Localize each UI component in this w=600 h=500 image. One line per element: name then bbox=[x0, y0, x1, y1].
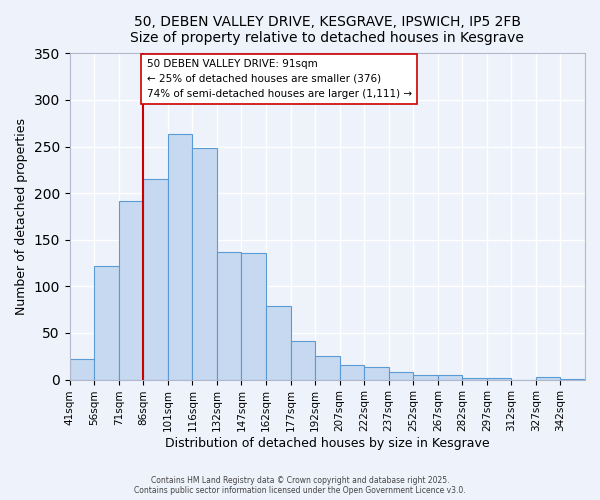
Bar bbox=[438, 375, 462, 380]
Bar bbox=[389, 372, 413, 380]
Bar bbox=[193, 148, 217, 380]
Bar bbox=[168, 134, 193, 380]
Bar bbox=[413, 375, 438, 380]
Bar bbox=[487, 378, 511, 380]
Title: 50, DEBEN VALLEY DRIVE, KESGRAVE, IPSWICH, IP5 2FB
Size of property relative to : 50, DEBEN VALLEY DRIVE, KESGRAVE, IPSWIC… bbox=[130, 15, 524, 45]
Bar bbox=[315, 356, 340, 380]
Bar bbox=[241, 253, 266, 380]
Bar bbox=[290, 342, 315, 380]
Bar bbox=[143, 179, 168, 380]
Bar bbox=[536, 377, 560, 380]
Bar bbox=[560, 378, 585, 380]
Bar bbox=[217, 252, 241, 380]
Bar bbox=[94, 266, 119, 380]
Bar bbox=[266, 306, 290, 380]
Y-axis label: Number of detached properties: Number of detached properties bbox=[15, 118, 28, 315]
Bar bbox=[119, 200, 143, 380]
Bar bbox=[70, 359, 94, 380]
Bar bbox=[462, 378, 487, 380]
Bar bbox=[364, 368, 389, 380]
Text: Contains HM Land Registry data © Crown copyright and database right 2025.
Contai: Contains HM Land Registry data © Crown c… bbox=[134, 476, 466, 495]
X-axis label: Distribution of detached houses by size in Kesgrave: Distribution of detached houses by size … bbox=[165, 437, 490, 450]
Bar bbox=[340, 364, 364, 380]
Text: 50 DEBEN VALLEY DRIVE: 91sqm
← 25% of detached houses are smaller (376)
74% of s: 50 DEBEN VALLEY DRIVE: 91sqm ← 25% of de… bbox=[146, 59, 412, 98]
